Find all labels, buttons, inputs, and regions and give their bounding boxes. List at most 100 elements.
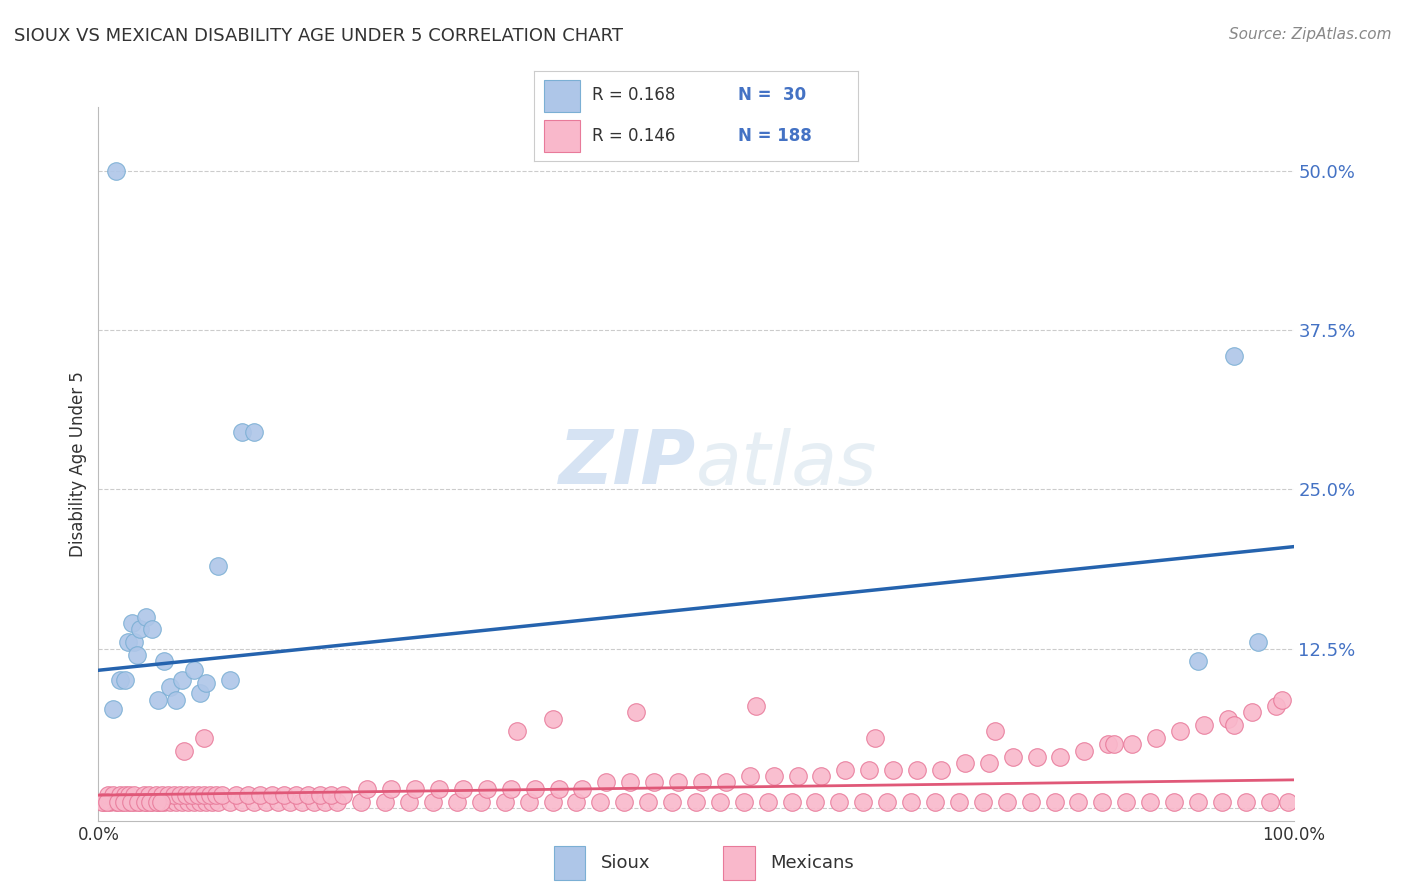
Point [446,795,468,809]
Point [804,795,827,809]
Point [96,795,118,809]
Point [1234,795,1257,809]
Point [105,163,128,178]
Point [1019,795,1042,809]
Point [1091,795,1114,809]
Point [135,609,157,624]
Point [863,731,886,745]
Point [308,788,330,802]
Point [132,788,155,802]
Bar [544,120,579,152]
Point [690,775,713,789]
Point [613,795,636,809]
Point [547,781,569,796]
Point [828,795,851,809]
Point [93,795,115,809]
Text: N =  30: N = 30 [738,87,806,104]
Point [995,795,1018,809]
Point [198,788,221,802]
Point [738,769,761,783]
Point [1049,750,1071,764]
Point [284,788,307,802]
Point [219,795,242,809]
Point [139,795,162,809]
Point [1277,795,1299,809]
Point [149,795,172,809]
Point [499,781,522,796]
Point [1240,706,1263,720]
Point [1222,349,1246,363]
Point [745,698,768,713]
Point [571,781,593,796]
Point [98,795,122,809]
Point [124,795,146,809]
Point [165,795,187,809]
Point [105,795,128,809]
Point [125,648,148,662]
Point [983,724,1005,739]
Point [174,788,197,802]
Point [637,795,659,809]
Point [188,686,211,700]
Point [163,788,186,802]
Point [1067,795,1090,809]
Point [207,795,229,809]
Text: ZIP: ZIP [558,427,696,500]
Point [117,795,139,809]
Point [1192,718,1215,732]
Point [786,769,808,783]
Point [201,795,224,809]
Point [905,763,928,777]
Point [451,781,474,796]
Point [900,795,922,809]
Point [249,788,271,802]
Point [183,663,205,677]
Point [470,795,492,809]
Point [124,635,146,649]
Point [565,795,588,809]
Point [187,788,209,802]
Point [108,673,131,688]
Point [1168,724,1191,739]
Text: Sioux: Sioux [602,854,651,872]
Point [834,763,856,777]
Point [302,795,325,809]
Point [172,673,194,688]
Point [756,795,779,809]
Point [380,781,402,796]
Point [1097,737,1119,751]
Point [1258,795,1281,809]
Point [876,795,898,809]
Point [254,795,277,809]
Point [1043,795,1066,809]
Point [1216,712,1239,726]
Point [780,795,803,809]
Point [156,788,179,802]
Point [108,788,131,802]
Point [107,795,129,809]
Point [138,788,160,802]
Point [141,623,163,637]
Text: Source: ZipAtlas.com: Source: ZipAtlas.com [1229,27,1392,42]
Point [541,795,564,809]
Point [124,788,146,802]
Point [948,795,970,809]
Point [118,788,141,802]
Point [810,769,832,783]
Point [315,795,337,809]
Point [1264,698,1286,713]
Point [332,788,354,802]
Point [733,795,755,809]
Point [194,795,217,809]
Bar [723,846,755,880]
Point [374,795,396,809]
Point [165,692,187,706]
Text: SIOUX VS MEXICAN DISABILITY AGE UNDER 5 CORRELATION CHART: SIOUX VS MEXICAN DISABILITY AGE UNDER 5 … [14,27,623,45]
Point [1102,737,1125,751]
Point [236,788,259,802]
Point [517,795,540,809]
Point [977,756,1000,771]
Point [231,425,253,439]
Point [127,795,149,809]
Point [1001,750,1024,764]
